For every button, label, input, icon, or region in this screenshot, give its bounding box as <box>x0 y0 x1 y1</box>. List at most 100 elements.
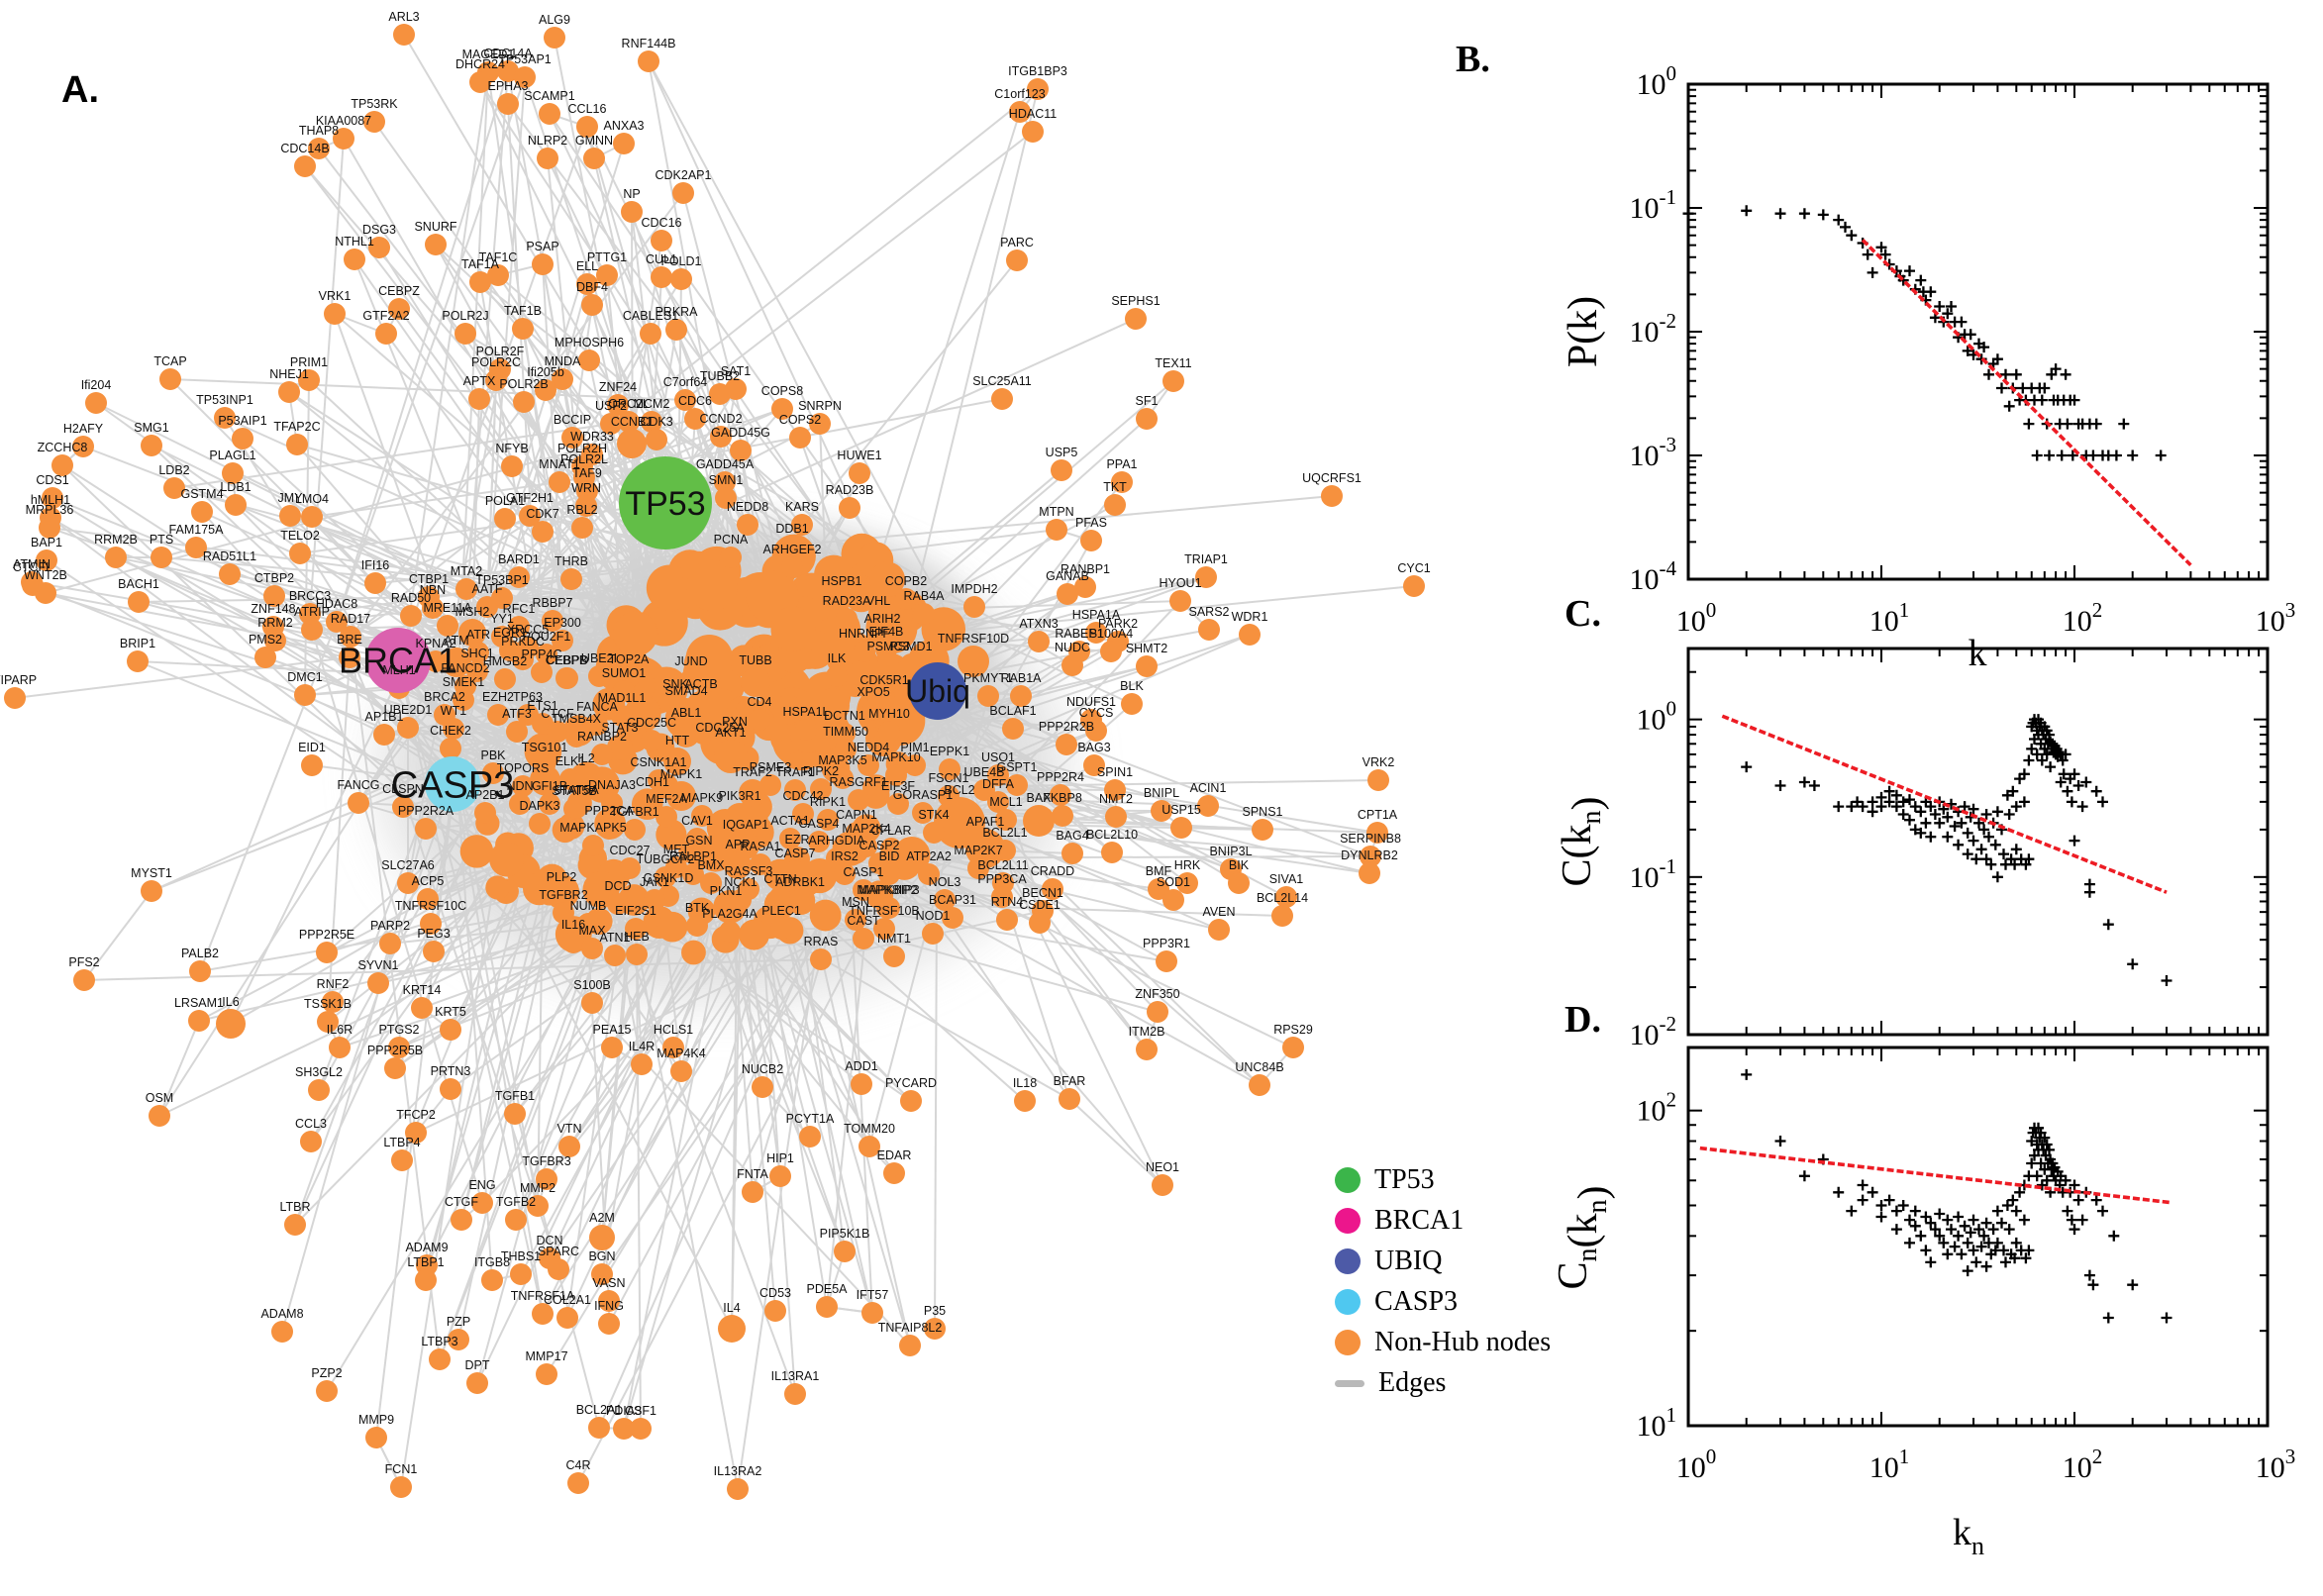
svg-text:CASP2: CASP2 <box>859 839 900 852</box>
svg-text:EIF3F: EIF3F <box>881 779 915 793</box>
svg-text:FANCA: FANCA <box>576 700 618 714</box>
svg-text:VTN: VTN <box>557 1122 582 1136</box>
svg-text:DNAJA3: DNAJA3 <box>588 778 636 792</box>
svg-text:DFFA: DFFA <box>982 777 1015 791</box>
hub-label-ubiq: Ubiq <box>905 673 970 709</box>
svg-text:KRT5: KRT5 <box>435 1005 466 1019</box>
svg-text:WNT2B: WNT2B <box>24 568 67 582</box>
svg-text:hMLH1: hMLH1 <box>31 493 70 507</box>
legend-color-swatch <box>1335 1208 1361 1234</box>
svg-text:ILK: ILK <box>828 651 847 665</box>
svg-text:TEX11: TEX11 <box>1155 356 1191 370</box>
svg-text:GSPT1: GSPT1 <box>997 760 1038 774</box>
svg-text:FNTA: FNTA <box>737 1167 768 1181</box>
svg-text:MCM2: MCM2 <box>634 397 670 411</box>
svg-text:EDAR: EDAR <box>877 1148 912 1162</box>
svg-text:PKMYT1: PKMYT1 <box>963 671 1013 685</box>
svg-text:DDB1: DDB1 <box>775 522 808 536</box>
svg-text:PARP2: PARP2 <box>370 919 410 933</box>
svg-text:ADAM8: ADAM8 <box>260 1307 303 1321</box>
svg-text:VRK1: VRK1 <box>319 289 352 303</box>
svg-text:TAF1A: TAF1A <box>461 257 500 271</box>
svg-text:CDK3: CDK3 <box>640 415 672 429</box>
svg-text:FCN1: FCN1 <box>385 1462 418 1476</box>
svg-text:BRCA2: BRCA2 <box>424 690 465 704</box>
svg-text:CTGF: CTGF <box>445 1195 478 1209</box>
svg-text:PRIM1: PRIM1 <box>290 355 328 369</box>
svg-text:IRS2: IRS2 <box>831 849 858 863</box>
svg-text:GSTM4: GSTM4 <box>180 487 223 501</box>
legend-item-label: UBIQ <box>1374 1246 1443 1276</box>
svg-text:EPHA3: EPHA3 <box>488 79 529 93</box>
svg-text:RALBP1: RALBP1 <box>669 849 717 863</box>
svg-text:10-1: 10-1 <box>1630 854 1677 894</box>
svg-text:PRTN3: PRTN3 <box>431 1064 471 1078</box>
svg-text:102: 102 <box>2063 598 2103 638</box>
svg-text:RIPK1: RIPK1 <box>810 795 846 809</box>
scatter-points <box>1741 714 2172 986</box>
svg-text:USP15: USP15 <box>1162 803 1201 817</box>
svg-text:TSSK1B: TSSK1B <box>304 997 352 1011</box>
svg-text:EGR1: EGR1 <box>493 626 527 640</box>
svg-text:SMEK1: SMEK1 <box>443 675 484 689</box>
svg-text:HNRNPF: HNRNPF <box>839 627 890 641</box>
svg-text:RAD23B: RAD23B <box>826 483 874 497</box>
svg-text:TOMM20: TOMM20 <box>844 1122 895 1136</box>
svg-text:TIMM50: TIMM50 <box>823 725 868 739</box>
panel-b-label: B. <box>1456 39 1490 80</box>
svg-text:RFC1: RFC1 <box>503 602 536 616</box>
svg-text:DCTN1: DCTN1 <box>824 709 865 723</box>
svg-text:PLAGL1: PLAGL1 <box>209 449 255 462</box>
svg-text:RTN4: RTN4 <box>991 895 1023 909</box>
svg-text:BMX: BMX <box>697 858 725 872</box>
y-axis-label: C(kn) <box>1555 797 1610 887</box>
svg-text:CABLES1: CABLES1 <box>623 309 678 323</box>
svg-text:TGFBR2: TGFBR2 <box>539 888 587 902</box>
svg-text:TFCP2: TFCP2 <box>396 1108 436 1122</box>
svg-text:UQCRFS1: UQCRFS1 <box>1302 471 1362 485</box>
svg-text:TUBB: TUBB <box>739 653 771 667</box>
svg-text:BARD1: BARD1 <box>498 552 540 566</box>
svg-text:WDR1: WDR1 <box>1232 610 1268 624</box>
hub-casp3 <box>425 756 480 812</box>
hub-label-casp3: CASP3 <box>391 764 515 806</box>
legend-color-swatch <box>1335 1289 1361 1315</box>
svg-text:SMN1: SMN1 <box>709 473 744 487</box>
svg-text:ATRIP: ATRIP <box>294 605 330 619</box>
legend-item-label: Edges <box>1378 1367 1447 1398</box>
svg-text:POLA1: POLA1 <box>485 494 525 508</box>
svg-text:CSF1: CSF1 <box>625 1404 656 1418</box>
svg-text:CTCF: CTCF <box>541 707 574 721</box>
hub-tp53 <box>619 456 712 549</box>
svg-text:ZNF148: ZNF148 <box>251 602 295 616</box>
svg-text:PCNA: PCNA <box>714 533 749 547</box>
legend-item-tp53: TP53 <box>1335 1164 1551 1196</box>
svg-text:101: 101 <box>1637 1403 1677 1443</box>
svg-text:NLRP2: NLRP2 <box>528 134 567 148</box>
svg-text:POLD1: POLD1 <box>661 254 702 268</box>
svg-text:STAT5A: STAT5A <box>554 783 599 797</box>
svg-text:POLR2B: POLR2B <box>499 377 548 391</box>
svg-text:CTBP1: CTBP1 <box>409 572 449 586</box>
svg-text:IL4: IL4 <box>723 1301 740 1315</box>
svg-text:AKT1: AKT1 <box>715 726 746 740</box>
svg-text:NDN: NDN <box>506 779 533 793</box>
svg-text:101: 101 <box>1869 598 1910 638</box>
svg-text:TP53RK: TP53RK <box>351 97 398 111</box>
svg-text:PTS: PTS <box>150 533 173 547</box>
svg-text:GSN: GSN <box>685 834 712 848</box>
plot-frame <box>1686 1046 2270 1428</box>
svg-text:MAPK1: MAPK1 <box>660 767 702 781</box>
svg-text:USP5: USP5 <box>1046 446 1078 459</box>
svg-text:HSPA1L: HSPA1L <box>782 705 829 719</box>
svg-text:100: 100 <box>1676 1445 1717 1484</box>
svg-text:PPP2R2A: PPP2R2A <box>398 804 454 818</box>
svg-text:RAB4A: RAB4A <box>904 589 946 603</box>
svg-text:100: 100 <box>1676 598 1717 638</box>
svg-text:NMT2: NMT2 <box>1099 792 1133 806</box>
svg-text:MLH1: MLH1 <box>382 663 415 677</box>
svg-text:RIPK2: RIPK2 <box>803 764 839 778</box>
svg-text:10-1: 10-1 <box>1630 185 1677 225</box>
svg-text:PZP2: PZP2 <box>311 1366 342 1380</box>
